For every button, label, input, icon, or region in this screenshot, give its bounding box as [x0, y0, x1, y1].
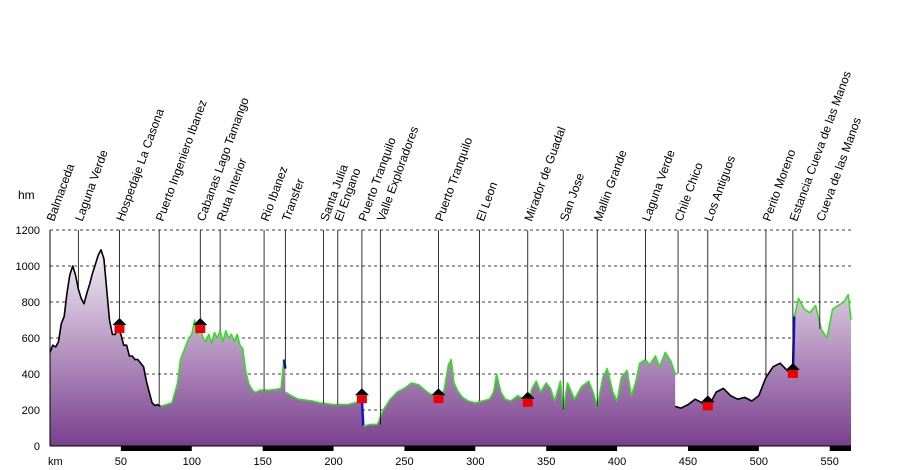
x-tick-label: 150	[253, 456, 271, 468]
overnight-marker-icon	[700, 395, 715, 411]
km-band-segment	[687, 446, 759, 451]
km-band-segment	[829, 446, 851, 451]
y-axis-label: hm	[18, 188, 35, 202]
km-band-segment	[546, 446, 618, 451]
axes: hm km 0 200 400 600 800 1000 1200 50 100 150 200 25…	[16, 188, 851, 468]
marker-body	[787, 370, 798, 378]
waypoint-label: San Jose	[557, 171, 587, 223]
x-tick-label: 450	[679, 456, 697, 468]
marker-body	[522, 398, 533, 407]
profile-line-paved	[674, 362, 793, 410]
marker-roof	[354, 388, 369, 396]
profile-line-gravel	[284, 391, 366, 406]
overnight-marker-icon	[785, 363, 800, 378]
marker-roof	[431, 388, 446, 396]
elevation-area	[50, 249, 851, 446]
waypoint-label: Los Antiguos	[701, 154, 738, 223]
profile-line-gravel	[160, 319, 285, 408]
overnight-marker-icon	[112, 318, 127, 333]
y-tick-label: 1200	[16, 225, 40, 237]
waypoint-label: Balmaceda	[44, 162, 78, 224]
km-band-segment	[120, 446, 192, 451]
waypoint-label: Laguna Verde	[72, 148, 111, 223]
marker-roof	[112, 318, 127, 325]
profile-line-transfer	[360, 399, 365, 427]
km-band-segment	[262, 446, 334, 451]
overnight-marker-icon	[520, 391, 535, 407]
waypoint-label: El Leon	[473, 180, 500, 223]
marker-roof	[193, 318, 208, 325]
y-tick-label: 600	[22, 333, 40, 345]
x-tick-label: 400	[608, 456, 626, 468]
overnight-marker-icon	[431, 388, 446, 404]
waypoint-label: Mallin Grande	[591, 148, 630, 223]
elevation-fill	[50, 249, 851, 446]
marker-body	[195, 325, 206, 333]
x-tick-label: 350	[537, 456, 555, 468]
y-tick-label: 200	[22, 405, 40, 417]
marker-body	[114, 325, 125, 333]
overnight-marker-icon	[354, 388, 369, 404]
marker-body	[356, 395, 367, 404]
profile-line-gravel	[793, 293, 852, 339]
marker-body	[433, 395, 444, 404]
y-tick-label: 1000	[16, 261, 40, 273]
x-tick-label: 250	[395, 456, 413, 468]
waypoint-label: Laguna Verde	[639, 148, 678, 223]
marker-body	[702, 402, 713, 411]
x-tick-label: 300	[466, 456, 484, 468]
waypoint-leaders	[77, 230, 821, 425]
x-axis-label: km	[48, 456, 63, 468]
marker-roof	[520, 391, 535, 399]
km-band-segment	[404, 446, 476, 451]
overnight-marker-icon	[193, 318, 208, 333]
profile-line-paved	[49, 249, 162, 408]
x-tick-label: 50	[115, 456, 127, 468]
marker-roof	[700, 395, 715, 403]
overnight-markers	[112, 318, 800, 411]
waypoint-label: Puerto Tranquilo	[432, 135, 475, 223]
x-tick-label: 500	[750, 456, 768, 468]
x-tick-label: 200	[324, 456, 342, 468]
x-tick-label: 550	[821, 456, 839, 468]
y-tick-label: 800	[22, 297, 40, 309]
waypoint-label: Chile Chico	[672, 160, 706, 223]
marker-roof	[785, 363, 800, 370]
x-tick-label: 100	[183, 456, 201, 468]
y-tick-label: 0	[34, 441, 40, 453]
y-tick-label: 400	[22, 369, 40, 381]
